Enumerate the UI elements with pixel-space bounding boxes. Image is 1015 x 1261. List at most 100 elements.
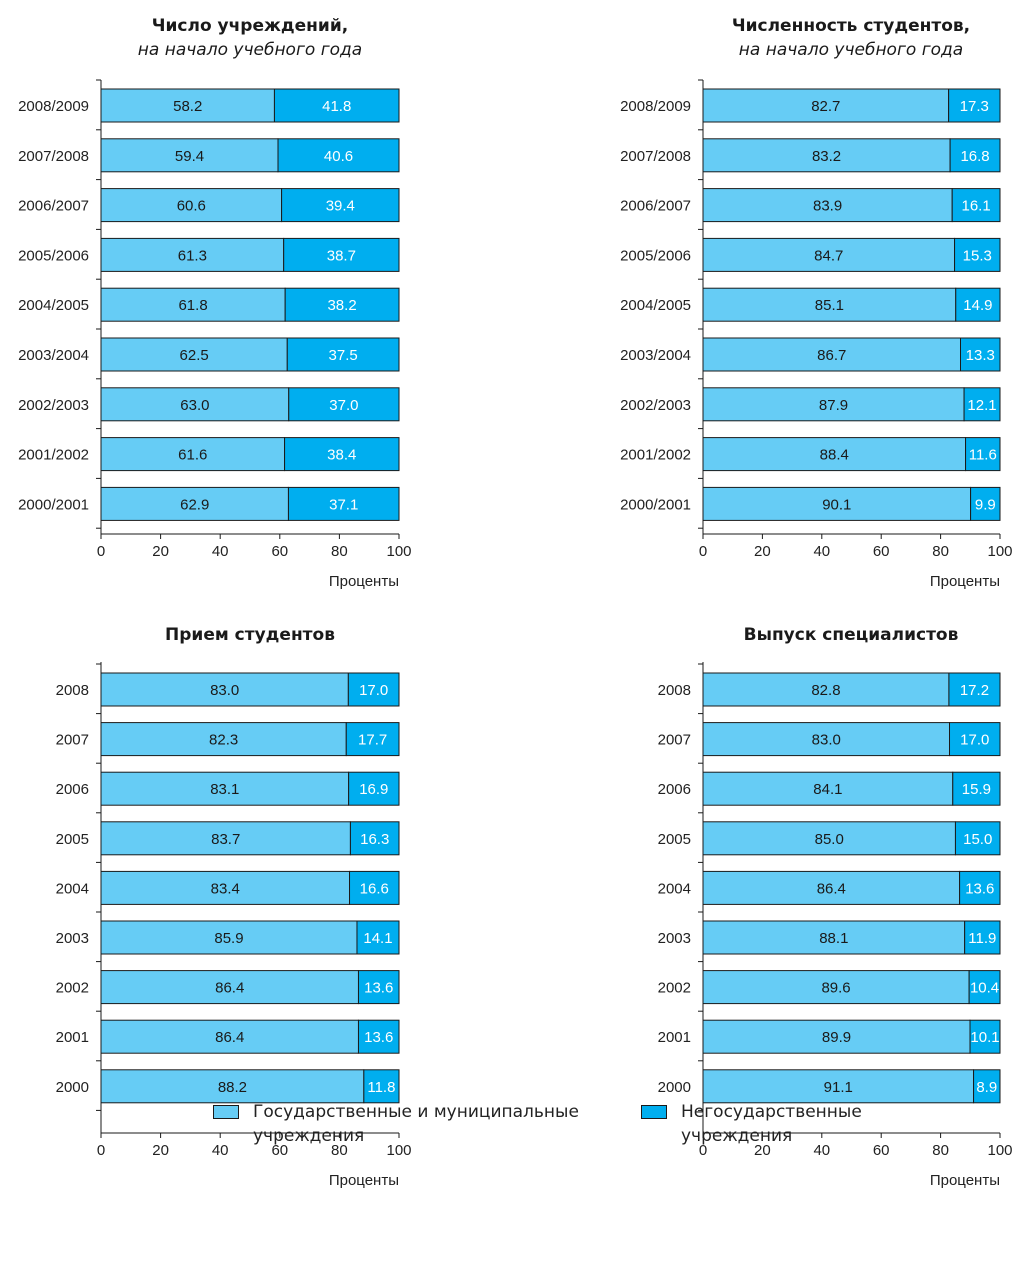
- bar-state: [702, 771, 954, 806]
- bar-state: [100, 437, 286, 472]
- chart-title: Прием студентов: [165, 625, 335, 645]
- bar-state: [100, 237, 285, 272]
- data-label: 13.6: [965, 880, 994, 897]
- category-label: 2006: [658, 781, 691, 798]
- data-label: 16.6: [360, 880, 389, 897]
- data-label: 86.4: [215, 1029, 244, 1046]
- data-label: 63.0: [180, 397, 209, 414]
- data-label: 84.1: [813, 781, 842, 798]
- data-label: 14.1: [363, 930, 392, 947]
- category-label: 2008/2009: [18, 98, 89, 115]
- x-axis-label: Проценты: [329, 573, 399, 590]
- bar-nonstate: [286, 337, 400, 372]
- x-tick-label: 60: [271, 1142, 288, 1159]
- bar-nonstate: [954, 821, 1001, 856]
- category-label: 2004: [658, 880, 691, 897]
- x-tick-label: 20: [754, 1142, 771, 1159]
- panel-title-admission: Прием студентов: [50, 623, 450, 647]
- bar-state: [100, 870, 351, 905]
- bar-nonstate: [349, 870, 400, 905]
- bar-nonstate: [959, 870, 1001, 905]
- bar-nonstate: [349, 821, 400, 856]
- legend-state: Государственные и муниципальные учрежден…: [213, 1100, 579, 1148]
- data-label: 10.4: [970, 980, 999, 997]
- data-label: 16.8: [960, 148, 989, 165]
- data-label: 16.9: [359, 781, 388, 798]
- data-label: 58.2: [173, 98, 202, 115]
- x-tick-label: 100: [386, 1142, 411, 1159]
- bar-state: [702, 287, 957, 322]
- bar-nonstate: [951, 188, 1001, 223]
- category-label: 2003: [56, 930, 89, 947]
- bar-state: [702, 138, 951, 173]
- bar-nonstate: [949, 722, 1001, 757]
- chart-1: 0 20 40 60 80 100 Проценты 2008/2009 82.7 17.3 200…: [620, 79, 1013, 590]
- bar-state: [100, 771, 350, 806]
- category-label: 2007/2008: [18, 148, 89, 165]
- data-label: 86.4: [215, 980, 244, 997]
- category-label: 2003: [658, 930, 691, 947]
- bar-state: [702, 821, 956, 856]
- x-tick-label: 0: [97, 1142, 105, 1159]
- data-label: 86.7: [817, 347, 846, 364]
- legend-swatch-state: [213, 1105, 239, 1119]
- data-label: 61.8: [178, 297, 207, 314]
- data-label: 15.9: [962, 781, 991, 798]
- bar-nonstate: [949, 138, 1001, 173]
- bar-nonstate: [273, 88, 400, 123]
- bar-nonstate: [955, 287, 1001, 322]
- x-tick-label: 40: [212, 543, 229, 560]
- category-label: 2005: [56, 831, 89, 848]
- x-tick-label: 20: [152, 1142, 169, 1159]
- x-tick-label: 100: [987, 543, 1012, 560]
- x-tick-label: 60: [271, 543, 288, 560]
- x-tick-label: 20: [754, 543, 771, 560]
- bar-nonstate: [948, 672, 1001, 707]
- bar-nonstate: [288, 387, 400, 422]
- panel-title-institutions: Число учреждений, на начало учебного год…: [50, 14, 450, 62]
- category-label: 2008: [56, 682, 89, 699]
- category-label: 2001: [658, 1029, 691, 1046]
- bar-state: [702, 88, 950, 123]
- data-label: 38.2: [327, 297, 356, 314]
- bar-nonstate: [345, 722, 400, 757]
- bar-state: [100, 188, 283, 223]
- bar-nonstate: [363, 1069, 400, 1104]
- data-label: 38.7: [327, 247, 356, 264]
- data-label: 88.2: [218, 1079, 247, 1096]
- x-tick-label: 80: [932, 1142, 949, 1159]
- data-label: 85.1: [815, 297, 844, 314]
- category-label: 2002: [658, 980, 691, 997]
- chart-title: Выпуск специалистов: [743, 625, 959, 645]
- chart-title: Численность студентов,: [731, 16, 971, 36]
- bar-nonstate: [964, 920, 1001, 955]
- data-label: 84.7: [814, 247, 843, 264]
- chart-0: 0 20 40 60 80 100 Проценты 2008/2009 58.2 41.8 200…: [18, 79, 412, 590]
- bar-state: [702, 970, 970, 1005]
- data-label: 13.3: [966, 347, 995, 364]
- bar-nonstate: [954, 237, 1001, 272]
- data-label: 83.4: [211, 880, 240, 897]
- category-label: 2001: [56, 1029, 89, 1046]
- data-label: 17.0: [359, 682, 388, 699]
- data-label: 83.2: [812, 148, 841, 165]
- bar-nonstate: [281, 188, 400, 223]
- data-label: 11.6: [969, 447, 997, 464]
- data-label: 12.1: [967, 397, 996, 414]
- data-label: 13.6: [364, 1029, 393, 1046]
- bar-state: [100, 287, 286, 322]
- bar-nonstate: [357, 970, 400, 1005]
- category-label: 2006/2007: [620, 198, 691, 215]
- category-label: 2007: [658, 732, 691, 749]
- data-label: 41.8: [322, 98, 351, 115]
- data-label: 39.4: [326, 198, 355, 215]
- data-label: 14.9: [963, 297, 992, 314]
- data-label: 83.9: [813, 198, 842, 215]
- data-label: 82.8: [811, 682, 840, 699]
- data-label: 60.6: [177, 198, 206, 215]
- data-label: 85.9: [214, 930, 243, 947]
- x-tick-label: 40: [813, 543, 830, 560]
- bar-state: [100, 1019, 359, 1054]
- category-label: 2001/2002: [18, 447, 89, 464]
